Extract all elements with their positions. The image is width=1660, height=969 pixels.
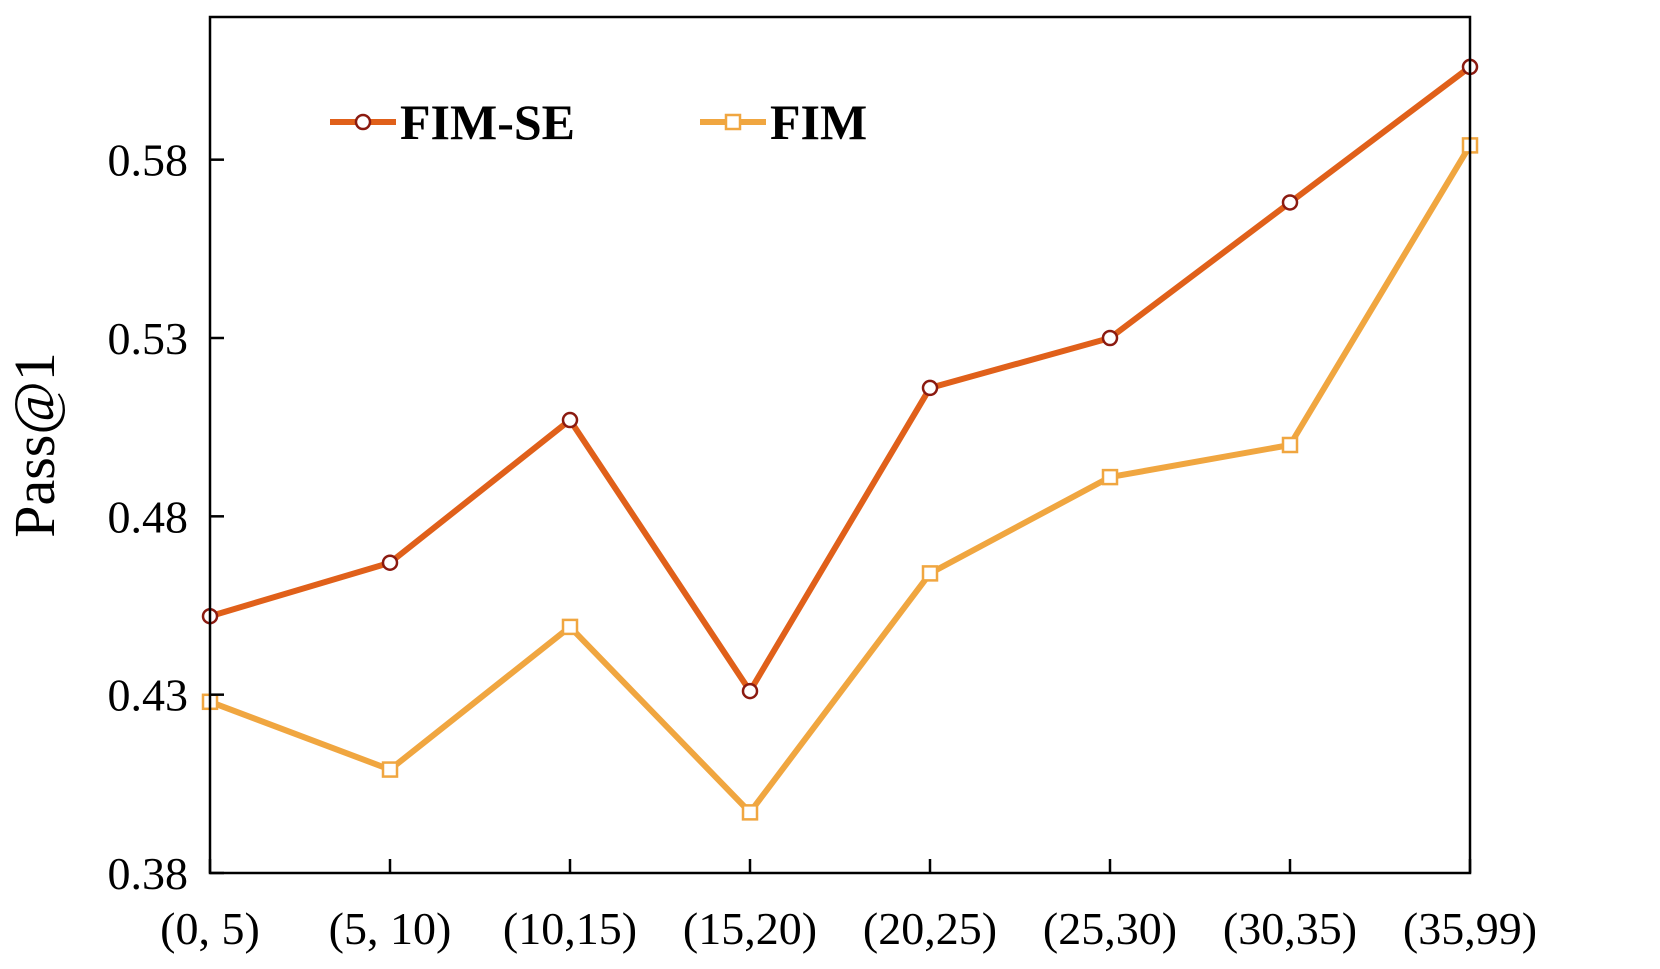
y-tick-label: 0.53 xyxy=(108,313,189,364)
x-tick-label: (10,15) xyxy=(503,903,637,954)
y-tick-label: 0.58 xyxy=(108,135,189,186)
y-axis-title: Pass@1 xyxy=(2,352,67,538)
y-tick-label: 0.48 xyxy=(108,491,189,542)
x-tick-label: (15,20) xyxy=(683,903,817,954)
data-point xyxy=(561,618,579,636)
data-point xyxy=(741,682,759,700)
data-point xyxy=(1101,468,1119,486)
series-line xyxy=(208,143,1473,816)
legend-item: FIM-SE xyxy=(330,94,575,150)
legend-marker xyxy=(724,113,742,131)
legend-label: FIM-SE xyxy=(400,94,575,150)
legend-item: FIM xyxy=(700,94,867,150)
data-point xyxy=(1101,329,1119,347)
data-point xyxy=(921,565,939,582)
legend-marker xyxy=(354,113,372,131)
y-tick-label: 0.43 xyxy=(108,670,189,721)
x-tick-label: (25,30) xyxy=(1043,903,1177,954)
y-tick-label: 0.38 xyxy=(108,848,189,899)
legend-label: FIM xyxy=(770,94,867,150)
series-0 xyxy=(201,58,1479,700)
x-tick-label: (0, 5) xyxy=(160,903,260,954)
series-1 xyxy=(201,137,1479,821)
plot-frame xyxy=(208,15,1472,875)
data-point xyxy=(741,804,759,821)
data-point xyxy=(561,411,579,429)
data-point xyxy=(1281,436,1299,454)
series-line xyxy=(209,64,1472,695)
data-point xyxy=(381,761,399,778)
axis-ticks: 0.38 0.43 0.48 0.53 0.58 (0, 5) (5, 10) (10,15)… xyxy=(108,135,1538,954)
x-tick-label: (20,25) xyxy=(863,903,997,954)
x-tick-label: (35,99) xyxy=(1403,903,1537,954)
legend: FIM-SE FIM xyxy=(330,94,867,150)
data-point xyxy=(381,554,399,571)
x-tick-label: (30,35) xyxy=(1223,903,1357,954)
data-point xyxy=(1281,194,1299,211)
data-point xyxy=(921,379,939,397)
series-layer xyxy=(201,58,1479,821)
x-tick-label: (5, 10) xyxy=(329,903,452,954)
